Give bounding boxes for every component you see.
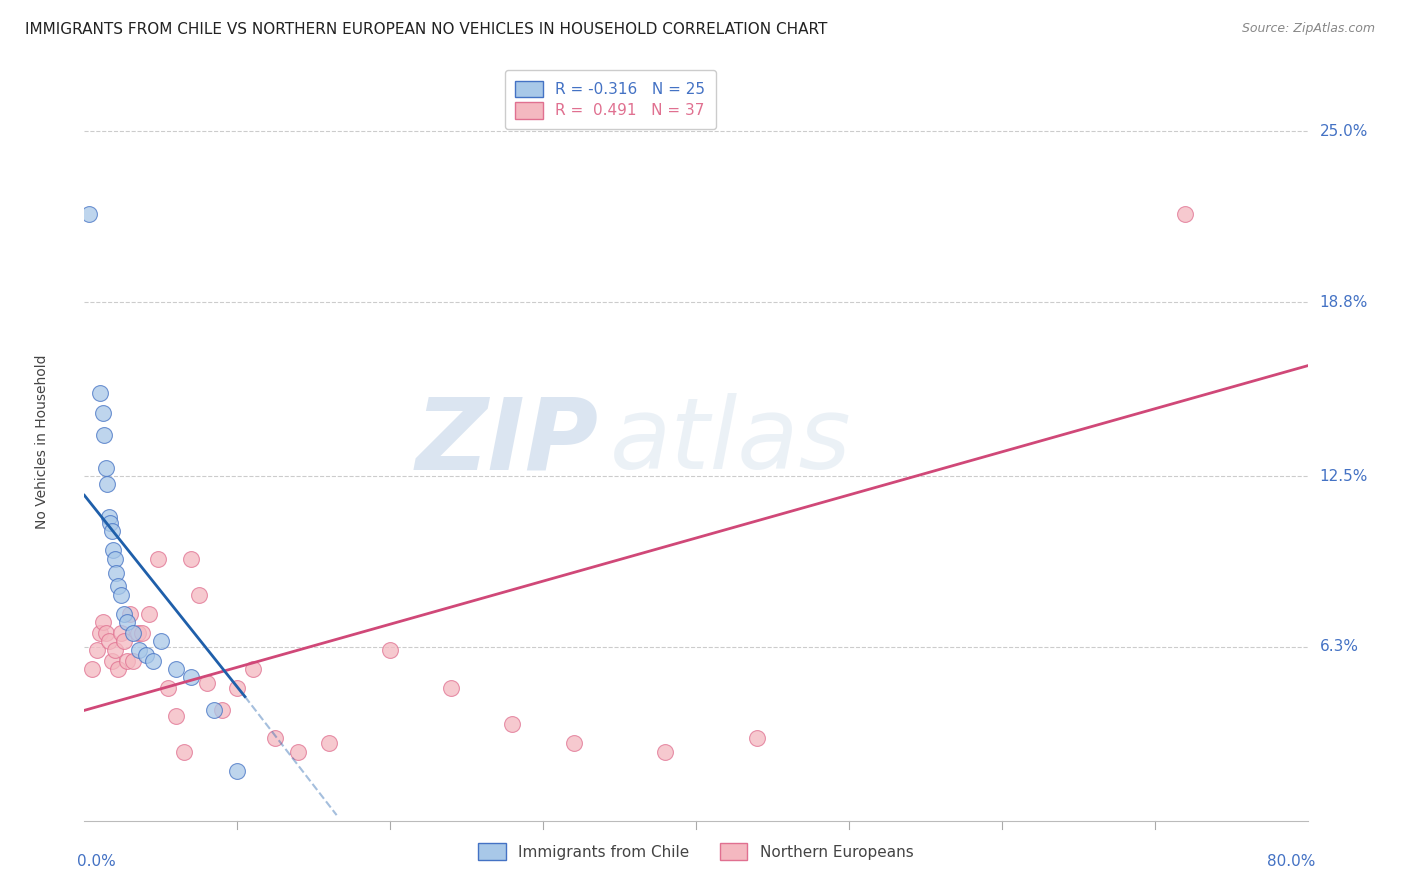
Point bbox=[202, 703, 225, 717]
Point bbox=[86, 642, 108, 657]
Point bbox=[195, 675, 218, 690]
Point bbox=[131, 626, 153, 640]
Point bbox=[211, 703, 233, 717]
Point bbox=[440, 681, 463, 696]
Text: No Vehicles in Household: No Vehicles in Household bbox=[35, 354, 49, 529]
Text: ZIP: ZIP bbox=[415, 393, 598, 490]
Point bbox=[112, 634, 135, 648]
Point bbox=[115, 615, 138, 629]
Point bbox=[107, 579, 129, 593]
Text: 25.0%: 25.0% bbox=[1320, 124, 1368, 139]
Point bbox=[380, 642, 402, 657]
Point bbox=[122, 626, 145, 640]
Text: Source: ZipAtlas.com: Source: ZipAtlas.com bbox=[1241, 22, 1375, 36]
Point bbox=[98, 516, 121, 530]
Point bbox=[94, 460, 117, 475]
Point bbox=[654, 745, 676, 759]
Point bbox=[165, 662, 187, 676]
Point bbox=[101, 654, 124, 668]
Text: 12.5%: 12.5% bbox=[1320, 468, 1368, 483]
Point bbox=[104, 551, 127, 566]
Point bbox=[77, 207, 100, 221]
Point bbox=[138, 607, 160, 621]
Point bbox=[747, 731, 769, 745]
Point bbox=[502, 717, 524, 731]
Point bbox=[105, 566, 128, 580]
Text: 6.3%: 6.3% bbox=[1320, 640, 1358, 655]
Text: IMMIGRANTS FROM CHILE VS NORTHERN EUROPEAN NO VEHICLES IN HOUSEHOLD CORRELATION : IMMIGRANTS FROM CHILE VS NORTHERN EUROPE… bbox=[25, 22, 828, 37]
Point bbox=[149, 634, 172, 648]
Point bbox=[1174, 207, 1197, 221]
Point bbox=[104, 642, 127, 657]
Point bbox=[142, 654, 165, 668]
Point bbox=[157, 681, 180, 696]
Text: 0.0%: 0.0% bbox=[77, 854, 115, 869]
Point bbox=[101, 524, 124, 538]
Point bbox=[122, 654, 145, 668]
Point bbox=[135, 648, 157, 663]
Point bbox=[242, 662, 264, 676]
Text: 80.0%: 80.0% bbox=[1267, 854, 1315, 869]
Point bbox=[115, 654, 138, 668]
Point bbox=[89, 626, 111, 640]
Text: 18.8%: 18.8% bbox=[1320, 295, 1368, 310]
Point bbox=[165, 709, 187, 723]
Point bbox=[318, 736, 340, 750]
Point bbox=[226, 764, 249, 778]
Point bbox=[112, 607, 135, 621]
Point bbox=[128, 642, 150, 657]
Point bbox=[89, 386, 111, 401]
Point bbox=[146, 551, 169, 566]
Point bbox=[287, 745, 309, 759]
Point bbox=[97, 634, 120, 648]
Point bbox=[80, 662, 103, 676]
Point bbox=[264, 731, 287, 745]
Text: atlas: atlas bbox=[610, 393, 852, 490]
Point bbox=[107, 662, 129, 676]
Point bbox=[93, 427, 115, 442]
Point bbox=[226, 681, 249, 696]
Legend: Immigrants from Chile, Northern Europeans: Immigrants from Chile, Northern European… bbox=[472, 838, 920, 866]
Point bbox=[110, 626, 132, 640]
Point bbox=[120, 607, 142, 621]
Point bbox=[96, 477, 118, 491]
Point bbox=[173, 745, 195, 759]
Point bbox=[562, 736, 585, 750]
Point bbox=[110, 588, 132, 602]
Point bbox=[94, 626, 117, 640]
Point bbox=[180, 551, 202, 566]
Point bbox=[188, 588, 211, 602]
Point bbox=[127, 626, 149, 640]
Point bbox=[97, 510, 120, 524]
Point bbox=[91, 406, 114, 420]
Point bbox=[91, 615, 114, 629]
Point bbox=[103, 543, 125, 558]
Point bbox=[180, 670, 202, 684]
